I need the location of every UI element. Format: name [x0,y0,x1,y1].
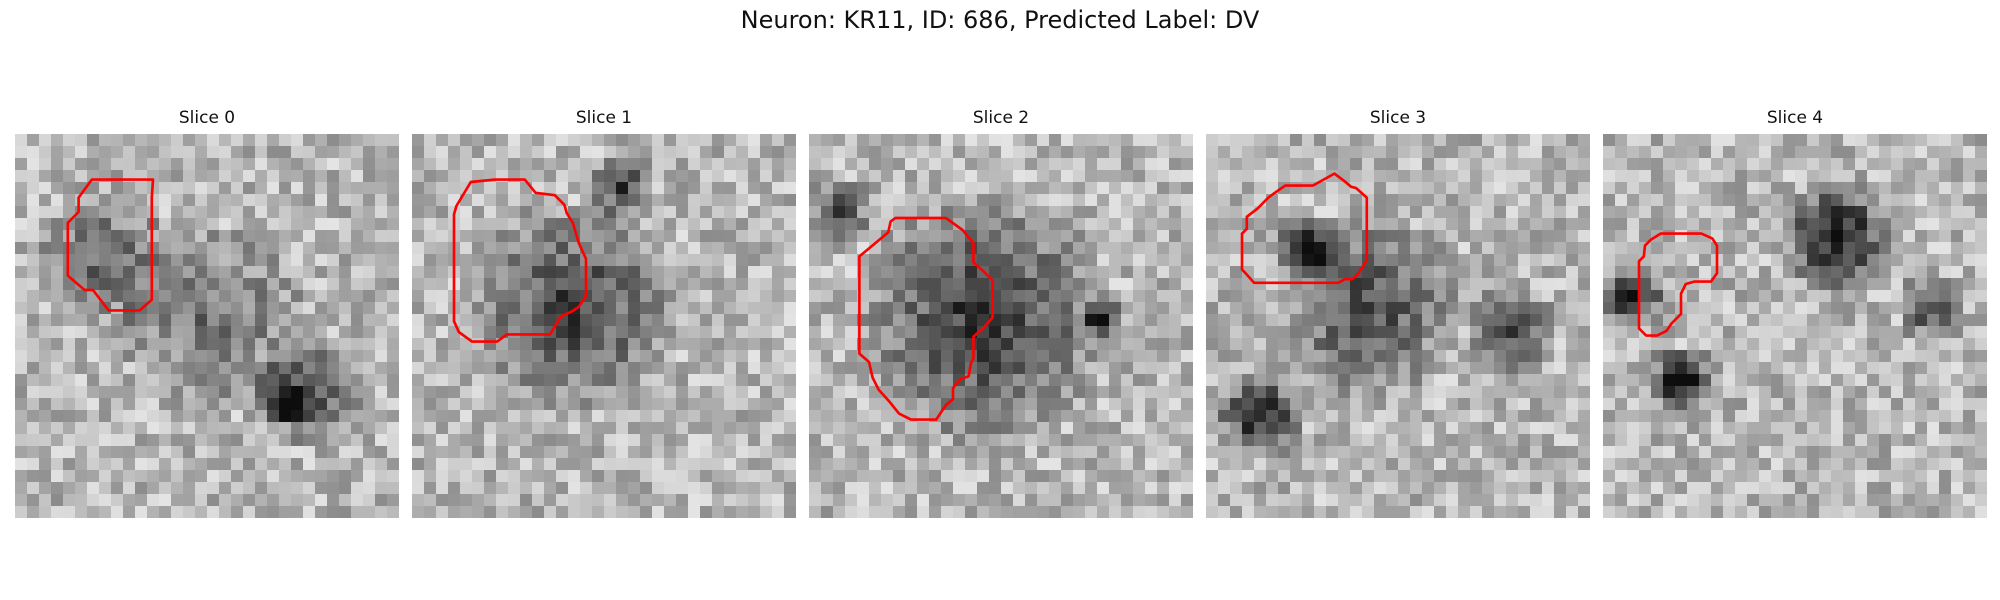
slice-title: Slice 1 [575,108,633,128]
slice-image [412,134,796,518]
figure-title: Neuron: KR11, ID: 686, Predicted Label: … [740,6,1260,34]
slice-image [15,134,399,518]
roi-contour [858,216,994,421]
roi-contour [1240,172,1369,285]
roi-contour [1637,232,1719,337]
slice-title: Slice 0 [178,108,236,128]
slice-image [1206,134,1590,518]
slice-image [809,134,1193,518]
slice-title: Slice 4 [1766,108,1824,128]
slice-title: Slice 2 [972,108,1030,128]
slice-image [1603,134,1987,518]
roi-contour [452,178,588,343]
roi-contour [66,178,155,312]
slice-title: Slice 3 [1369,108,1427,128]
